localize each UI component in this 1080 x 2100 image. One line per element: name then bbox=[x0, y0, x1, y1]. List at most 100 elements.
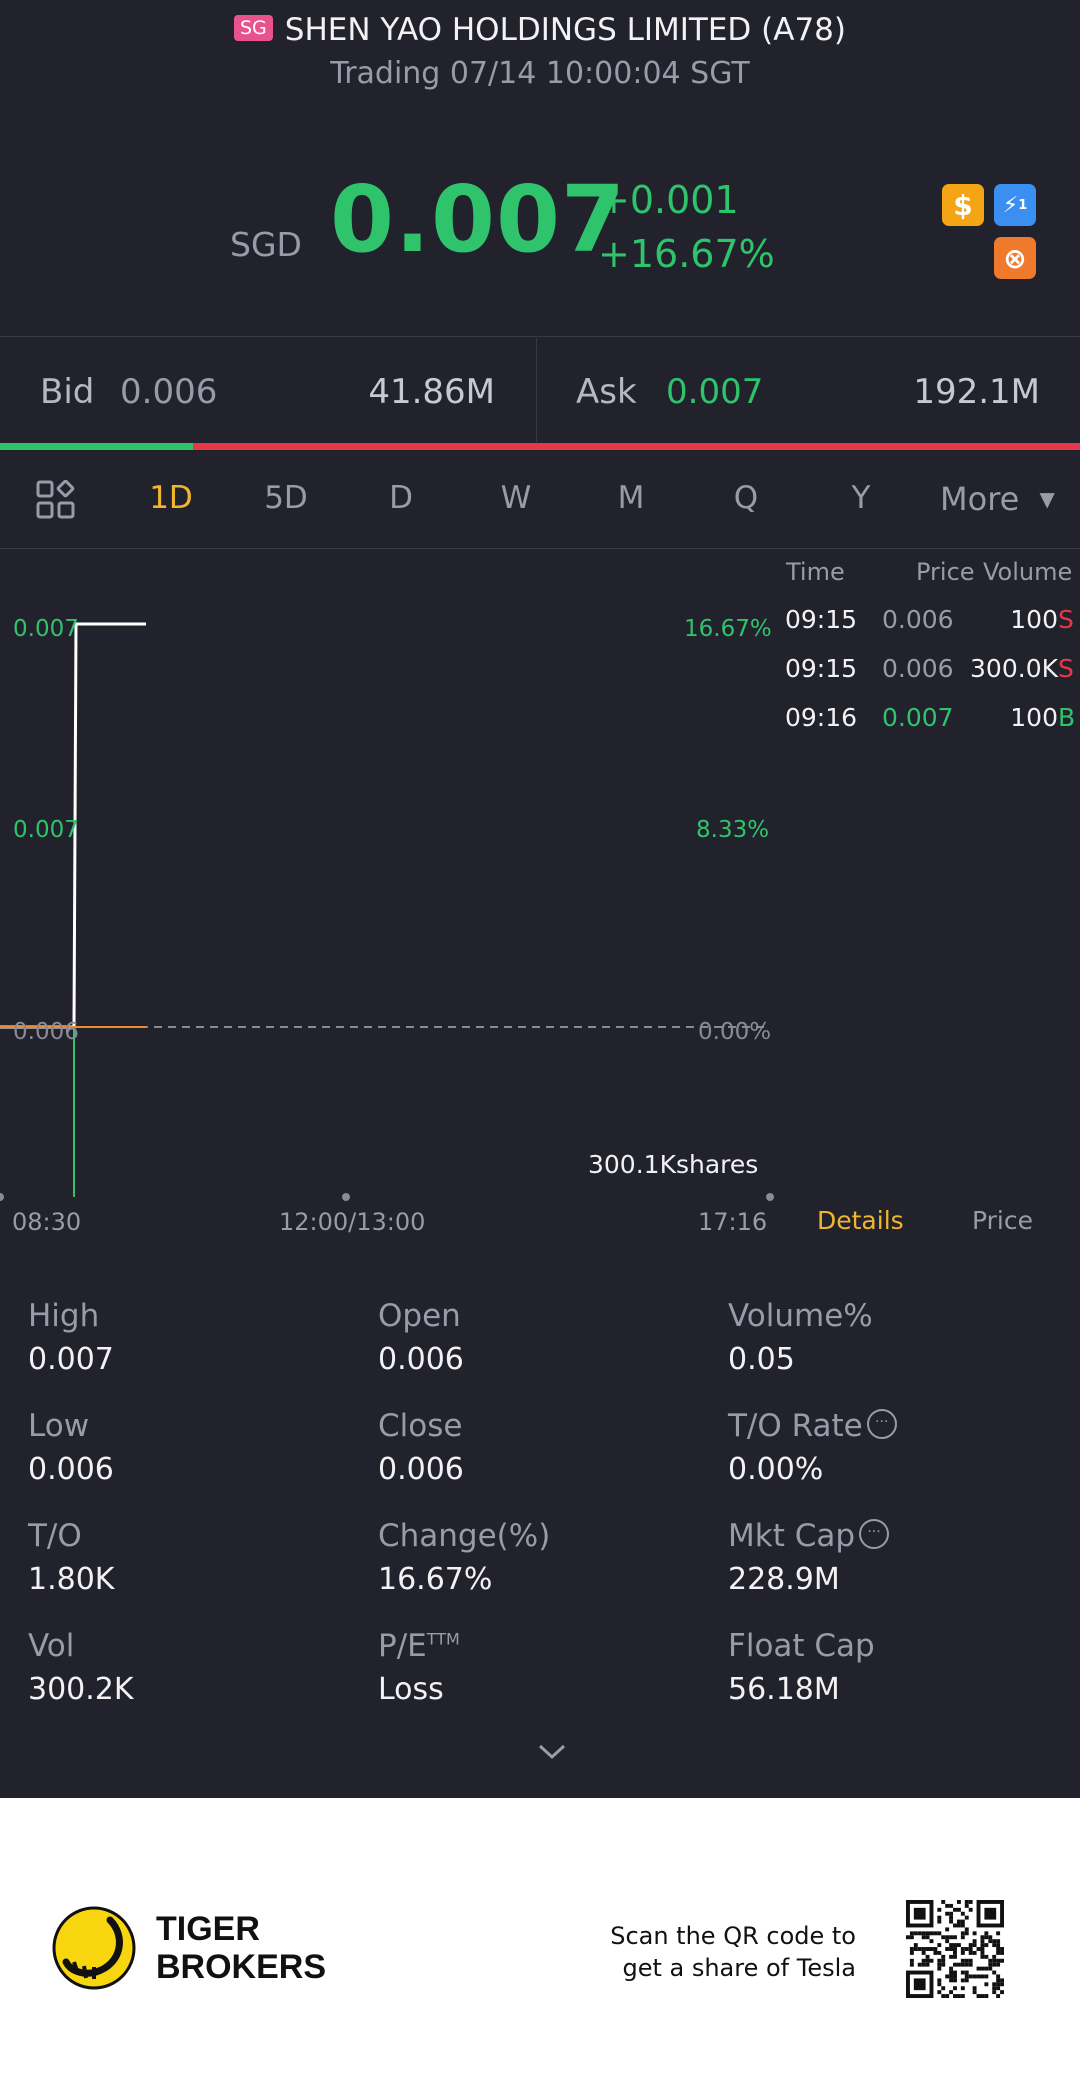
stat-label-pe: P/E bbox=[378, 1628, 427, 1664]
info-icon[interactable]: ··· bbox=[859, 1518, 890, 1549]
stat-mktcap: Mkt Cap ··· bbox=[728, 1518, 890, 1554]
bid-price: 0.006 bbox=[120, 372, 218, 412]
stat-label-change: Change(%) bbox=[378, 1518, 551, 1554]
promo-text-line1: Scan the QR code to bbox=[610, 1922, 856, 1950]
bid-size: 41.86M bbox=[368, 372, 495, 412]
tab-y[interactable]: Y bbox=[851, 480, 871, 516]
tab-w[interactable]: W bbox=[500, 480, 532, 516]
stat-value-mktcap: 228.9M bbox=[728, 1562, 840, 1597]
stat-label-vol: Vol bbox=[28, 1628, 75, 1664]
stat-label-floatcap: Float Cap bbox=[728, 1628, 875, 1664]
more-dropdown[interactable]: More ▼ bbox=[940, 480, 1055, 518]
dollar-icon[interactable]: $ bbox=[942, 184, 984, 226]
tab-price[interactable]: Price bbox=[972, 1206, 1033, 1235]
stat-label-torate: T/O Rate bbox=[728, 1408, 863, 1444]
stat-label-open: Open bbox=[378, 1298, 461, 1334]
brand-name-line1: TIGER bbox=[156, 1910, 260, 1948]
caret-down-icon: ▼ bbox=[1039, 487, 1055, 511]
expand-chevron-icon[interactable] bbox=[532, 1740, 572, 1764]
y-axis-label-right: 8.33% bbox=[696, 817, 770, 843]
stat-value-vol: 300.2K bbox=[28, 1672, 134, 1707]
tab-q[interactable]: Q bbox=[733, 480, 759, 516]
stock-title-row: SG SHEN YAO HOLDINGS LIMITED (A78) bbox=[0, 12, 1080, 48]
trade-icon[interactable]: ⊗ bbox=[994, 237, 1036, 279]
market-badge: SG bbox=[234, 14, 273, 41]
y-axis-label-left: 0.007 bbox=[13, 616, 79, 642]
stock-title: SHEN YAO HOLDINGS LIMITED (A78) bbox=[284, 12, 846, 48]
divider bbox=[0, 548, 1080, 549]
x-axis-label: 08:30 bbox=[12, 1208, 82, 1236]
trade-side: S bbox=[1058, 605, 1074, 634]
tab-m[interactable]: M bbox=[617, 480, 645, 516]
stat-label-pe-sup: TTM bbox=[426, 1629, 460, 1649]
bid-ratio-fill bbox=[0, 443, 194, 450]
qr-code-icon[interactable] bbox=[906, 1900, 1004, 1998]
x-axis-tick bbox=[342, 1193, 350, 1201]
tab-1d[interactable]: 1D bbox=[149, 480, 193, 516]
stat-label-high: High bbox=[28, 1298, 100, 1334]
y-axis-label-left: 0.006 bbox=[13, 1019, 79, 1045]
tab-details[interactable]: Details bbox=[817, 1206, 904, 1235]
trade-side: B bbox=[1058, 703, 1076, 732]
stat-torate: T/O Rate ··· bbox=[728, 1408, 897, 1444]
stat-value-turnover: 1.80K bbox=[28, 1562, 115, 1597]
trades-header-volume: Volume bbox=[983, 558, 1073, 586]
tiger-logo-icon bbox=[52, 1906, 136, 1990]
trade-time: 09:15 bbox=[785, 654, 858, 683]
bid-label: Bid bbox=[40, 372, 95, 412]
stat-label-mktcap: Mkt Cap bbox=[728, 1518, 856, 1554]
tab-5d[interactable]: 5D bbox=[264, 480, 308, 516]
currency-label: SGD bbox=[230, 225, 302, 264]
stat-value-floatcap: 56.18M bbox=[728, 1672, 840, 1707]
trade-volume: 100 bbox=[1010, 605, 1058, 634]
stat-value-close: 0.006 bbox=[378, 1452, 464, 1487]
ask-label: Ask bbox=[576, 372, 637, 412]
stat-label-turnover: T/O bbox=[28, 1518, 82, 1554]
trade-price: 0.006 bbox=[882, 605, 954, 634]
trade-volume: 300.0K bbox=[970, 654, 1058, 683]
y-axis-label-right: 16.67% bbox=[684, 616, 772, 642]
brand-name-line2: BROKERS bbox=[156, 1948, 327, 1986]
trades-header-price: Price bbox=[916, 558, 975, 586]
trade-price: 0.006 bbox=[882, 654, 954, 683]
price-change: +0.001 bbox=[598, 178, 739, 222]
trade-price: 0.007 bbox=[882, 703, 954, 732]
ask-size: 192.1M bbox=[913, 372, 1040, 412]
promo-footer: TIGER BROKERS Scan the QR code to get a … bbox=[0, 1798, 1080, 2100]
lightning-icon[interactable]: ⚡ 1 bbox=[994, 184, 1036, 226]
stat-value-open: 0.006 bbox=[378, 1342, 464, 1377]
divider bbox=[536, 338, 537, 442]
trade-volume: 100 bbox=[1010, 703, 1058, 732]
bid-ask-ratio-bar bbox=[0, 443, 1080, 450]
x-axis-label: 12:00/13:00 bbox=[279, 1208, 426, 1236]
stat-value-volume-pct: 0.05 bbox=[728, 1342, 795, 1377]
promo-text-line2: get a share of Tesla bbox=[622, 1954, 856, 1982]
x-axis-label: 17:16 bbox=[698, 1208, 768, 1236]
info-icon[interactable]: ··· bbox=[866, 1408, 897, 1439]
divider bbox=[0, 336, 1080, 337]
y-axis-label-left: 0.007 bbox=[13, 817, 79, 843]
x-axis-tick bbox=[0, 1193, 4, 1201]
trade-time: 09:15 bbox=[785, 605, 858, 634]
ask-price: 0.007 bbox=[666, 372, 764, 412]
trade-time: 09:16 bbox=[785, 703, 858, 732]
x-axis-tick bbox=[766, 1193, 774, 1201]
trades-header-time: Time bbox=[786, 558, 845, 586]
last-price: 0.007 bbox=[330, 166, 627, 273]
trade-side: S bbox=[1058, 654, 1074, 683]
volume-label: 300.1Kshares bbox=[588, 1150, 759, 1179]
stat-label-close: Close bbox=[378, 1408, 463, 1444]
stat-pe: P/ETTM bbox=[378, 1628, 460, 1664]
intraday-chart[interactable] bbox=[0, 552, 775, 1212]
stat-label-volume-pct: Volume% bbox=[728, 1298, 873, 1334]
price-change-percent: +16.67% bbox=[598, 232, 775, 276]
stat-value-high: 0.007 bbox=[28, 1342, 114, 1377]
trading-status: Trading 07/14 10:00:04 SGT bbox=[330, 56, 750, 91]
tab-d[interactable]: D bbox=[389, 480, 413, 516]
stat-value-low: 0.006 bbox=[28, 1452, 114, 1487]
y-axis-label-right: 0.00% bbox=[698, 1019, 772, 1045]
stat-value-change: 16.67% bbox=[378, 1562, 493, 1597]
stat-label-low: Low bbox=[28, 1408, 90, 1444]
layout-grid-icon[interactable] bbox=[36, 479, 76, 520]
more-label: More bbox=[940, 480, 1020, 518]
